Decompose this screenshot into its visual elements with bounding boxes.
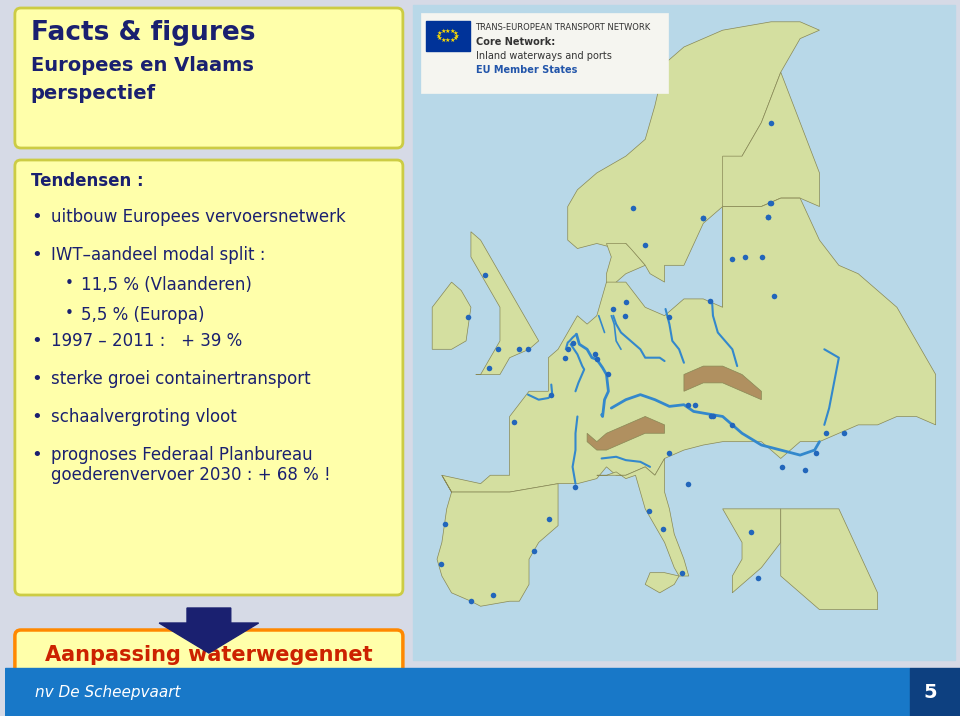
Text: •: • <box>31 246 41 264</box>
Text: ★: ★ <box>452 36 458 41</box>
Text: 5,5 % (Europa): 5,5 % (Europa) <box>81 306 204 324</box>
Text: ★: ★ <box>437 31 443 36</box>
Text: ★: ★ <box>452 31 458 36</box>
Text: •: • <box>64 276 74 291</box>
Text: Inland waterways and ports: Inland waterways and ports <box>475 51 612 61</box>
Bar <box>413 5 955 660</box>
Text: Facts & figures: Facts & figures <box>31 20 255 46</box>
Text: •: • <box>31 332 41 350</box>
Text: •: • <box>64 306 74 321</box>
FancyBboxPatch shape <box>15 160 403 595</box>
Polygon shape <box>432 282 471 349</box>
Text: ★: ★ <box>441 38 446 43</box>
Bar <box>426 21 469 51</box>
Polygon shape <box>471 232 539 374</box>
Text: schaalvergroting vloot: schaalvergroting vloot <box>51 408 236 426</box>
Polygon shape <box>159 608 258 653</box>
FancyBboxPatch shape <box>15 8 403 148</box>
Text: ★: ★ <box>454 34 460 39</box>
Text: TRANS-EUROPEAN TRANSPORT NETWORK: TRANS-EUROPEAN TRANSPORT NETWORK <box>475 23 651 32</box>
Text: 11,5 % (Vlaanderen): 11,5 % (Vlaanderen) <box>81 276 252 294</box>
Text: •: • <box>31 208 41 226</box>
Text: Europees en Vlaams: Europees en Vlaams <box>31 56 253 75</box>
Polygon shape <box>723 72 820 206</box>
Text: Tendensen :: Tendensen : <box>31 172 143 190</box>
Text: •: • <box>31 446 41 464</box>
Text: IWT–aandeel modal split :: IWT–aandeel modal split : <box>51 246 265 264</box>
Text: goederenvervoer 2030 : + 68 % !: goederenvervoer 2030 : + 68 % ! <box>51 466 330 484</box>
Polygon shape <box>442 198 936 492</box>
Bar <box>420 13 667 93</box>
Text: ★: ★ <box>436 34 442 39</box>
Bar <box>5 668 910 716</box>
Text: 1997 – 2011 :   + 39 %: 1997 – 2011 : + 39 % <box>51 332 242 350</box>
Polygon shape <box>723 509 780 593</box>
Polygon shape <box>567 21 820 282</box>
Bar <box>910 668 960 716</box>
Text: ★: ★ <box>449 29 455 34</box>
Text: ★: ★ <box>449 38 455 43</box>
Polygon shape <box>645 573 679 593</box>
Text: ★: ★ <box>437 36 443 41</box>
Text: sterke groei containertransport: sterke groei containertransport <box>51 370 310 388</box>
Polygon shape <box>684 366 761 400</box>
Text: ★: ★ <box>444 39 450 44</box>
Polygon shape <box>597 458 688 576</box>
Polygon shape <box>588 417 664 450</box>
Text: nv De Scheepvaart: nv De Scheepvaart <box>35 684 180 700</box>
Text: ★: ★ <box>441 29 446 34</box>
Text: uitbouw Europees vervoersnetwerk: uitbouw Europees vervoersnetwerk <box>51 208 346 226</box>
Polygon shape <box>723 198 800 307</box>
Text: EU Member States: EU Member States <box>475 65 577 75</box>
Text: 5: 5 <box>924 682 937 702</box>
Polygon shape <box>607 243 645 291</box>
Text: perspectief: perspectief <box>31 84 156 103</box>
Text: Core Network:: Core Network: <box>475 37 555 47</box>
Text: •: • <box>31 370 41 388</box>
FancyBboxPatch shape <box>15 630 403 680</box>
Text: ★: ★ <box>444 29 450 34</box>
Text: Aanpassing waterwegennet: Aanpassing waterwegennet <box>45 645 372 665</box>
Polygon shape <box>780 509 877 609</box>
Text: •: • <box>31 408 41 426</box>
Polygon shape <box>437 475 558 606</box>
Text: prognoses Federaal Planbureau: prognoses Federaal Planbureau <box>51 446 312 464</box>
